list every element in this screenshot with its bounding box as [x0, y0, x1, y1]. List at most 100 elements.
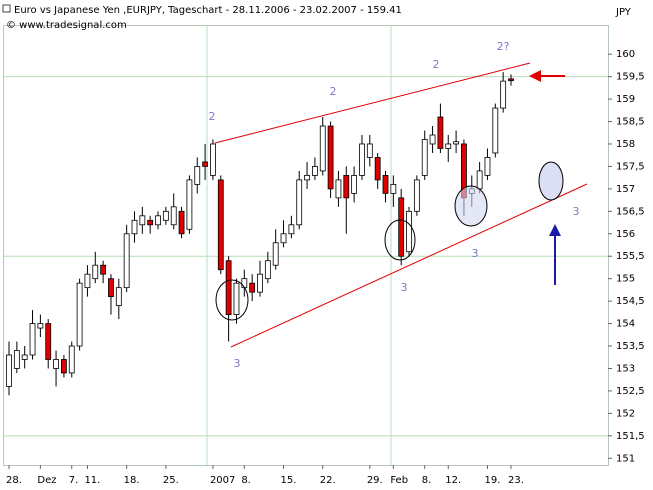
candle-body [217, 179, 224, 271]
x-tick-label: 28. [6, 475, 22, 486]
y-tick-label: 157,5 [616, 161, 645, 172]
y-tick-label: 158 [616, 139, 635, 150]
annotation: 3 [401, 281, 408, 294]
candle-body [296, 179, 303, 226]
candle-body [6, 354, 12, 387]
candle-body [131, 219, 138, 235]
y-tick-label: 155 [616, 274, 635, 285]
annotation: 3 [573, 205, 580, 218]
y-tick-label: 151,5 [616, 431, 645, 442]
circle-marker [454, 185, 488, 227]
candle-body [178, 210, 185, 235]
y-tick-label: 160 [616, 49, 635, 60]
chart-subtitle: © www.tradesignal.com [6, 20, 127, 31]
candle-body [280, 233, 287, 244]
candle-body [147, 219, 154, 226]
y-tick-label: 154 [616, 319, 635, 330]
candle-body [484, 157, 491, 176]
candle-body [343, 175, 350, 199]
candle-body [92, 264, 99, 280]
candle-body [45, 323, 52, 360]
candle-body [445, 143, 452, 149]
candle-body [155, 215, 161, 226]
x-tick-label: 18. [124, 475, 140, 486]
candle-body [453, 141, 459, 145]
x-tick-label: 19. [484, 475, 500, 486]
candle-body [327, 125, 334, 190]
trend-line [214, 62, 531, 144]
circle-marker [384, 219, 416, 261]
candle-body [429, 134, 436, 145]
candle-body [492, 107, 499, 154]
candle-body [13, 350, 20, 369]
annotation: 2 [330, 85, 337, 98]
candle-body [61, 359, 67, 374]
candle-body [500, 80, 507, 109]
candle-body [53, 359, 59, 369]
candle-body [84, 273, 91, 289]
x-tick-label: 8. [422, 475, 432, 486]
candle-body [123, 233, 130, 289]
candle-body [508, 78, 514, 82]
circle-marker [538, 161, 564, 201]
annotation: 2 [209, 110, 216, 123]
candle-body [139, 215, 146, 226]
candle-body [37, 323, 44, 329]
y-tick-label: 159,5 [616, 72, 645, 83]
candle-body [21, 354, 28, 360]
annotation: 3 [234, 357, 241, 370]
candle-body [225, 260, 232, 315]
candle-body [351, 175, 358, 194]
y-tick-label: 155,5 [616, 251, 645, 262]
candle-body [170, 206, 177, 226]
candle-body [304, 175, 310, 181]
candle-body [319, 125, 326, 172]
candle-body [272, 242, 279, 266]
candle-body [249, 282, 256, 293]
candle-body [108, 278, 114, 298]
trend-line [230, 183, 588, 348]
candle-body [335, 179, 342, 199]
candle-body [264, 260, 271, 280]
candle-body [366, 143, 373, 158]
annotation: 2 [433, 58, 440, 71]
candle-body [312, 166, 318, 176]
candle-body [162, 210, 169, 221]
x-tick-label: Feb [390, 475, 408, 486]
y-tick-label: 159 [616, 94, 635, 105]
candle-body [76, 282, 83, 347]
x-tick-label: Dez [37, 475, 56, 486]
y-tick-label: 154,5 [616, 296, 645, 307]
y-tick-label: 153 [616, 363, 635, 374]
x-tick-label: 2007 [210, 475, 235, 486]
candle-body [413, 179, 420, 212]
x-tick-label: 7. [69, 475, 79, 486]
x-tick-label: 22. [320, 475, 336, 486]
candle-body [202, 161, 208, 167]
chart-title: Euro vs Japanese Yen ,EURJPY, Tageschart… [14, 5, 402, 16]
circle-marker [215, 279, 249, 321]
x-tick-label: 29. [367, 475, 383, 486]
candle-body [241, 278, 248, 289]
y-tick-label: 152 [616, 408, 635, 419]
candle-body [115, 287, 122, 307]
candle-body [421, 139, 428, 176]
candle-body [437, 116, 444, 149]
y-tick-label: 156,5 [616, 206, 645, 217]
x-tick-label: 25. [163, 475, 179, 486]
y-tick-label: 153,5 [616, 341, 645, 352]
candle-body [29, 323, 36, 356]
candle-body [257, 273, 263, 293]
y-tick-label: 158,5 [616, 117, 645, 128]
x-tick-label: 11. [84, 475, 100, 486]
candle-body [194, 166, 201, 185]
x-tick-label: 23. [508, 475, 524, 486]
candle-body [398, 197, 405, 257]
y-axis-label: JPY [615, 7, 632, 18]
candle-body [406, 210, 412, 253]
arrow-head [549, 224, 561, 236]
y-tick-label: 157 [616, 184, 635, 195]
candle-body [374, 157, 381, 181]
